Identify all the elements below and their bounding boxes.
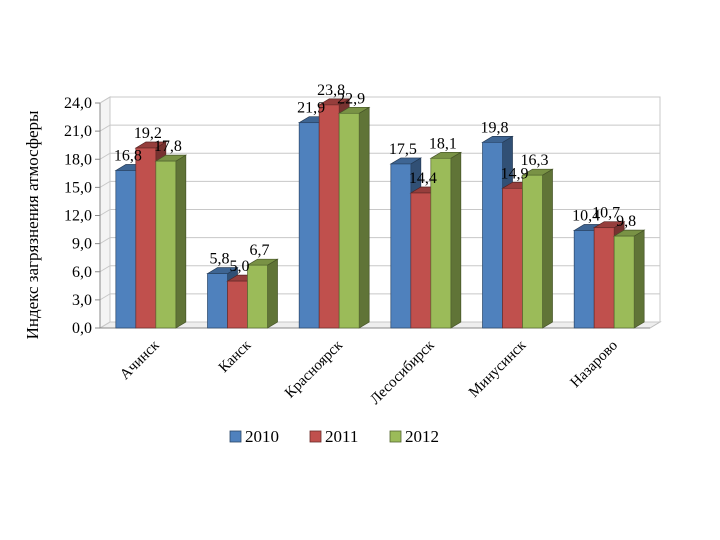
legend-label: 2011 — [325, 427, 358, 446]
bar-side-face — [358, 106, 370, 329]
category-label: Ачинск — [117, 337, 163, 383]
bars — [114, 98, 646, 329]
bar-front-face — [593, 227, 615, 329]
category-label: Минусинск — [466, 337, 530, 401]
y-tick-label: 6,0 — [72, 264, 92, 281]
bar-front-face — [207, 273, 228, 329]
data-labels: 16,8 19,217,8 5,8 5,06,7 21,923,822,9 17,5 14,… — [114, 82, 636, 275]
bar-front-face — [338, 112, 360, 329]
y-tick-label: 0,0 — [72, 320, 92, 337]
data-label: 14,9 — [501, 165, 529, 182]
bar-front-face — [247, 264, 268, 329]
bar-front-face — [502, 187, 523, 329]
category-labels: Ачинск Канск Красноярск Лесосибирск Минусинс… — [117, 337, 621, 408]
data-label: 9,8 — [616, 213, 636, 230]
bar-2012-Ачинск — [154, 154, 188, 329]
data-label: 17,5 — [389, 141, 417, 158]
gridline — [99, 237, 660, 245]
legend-label: 2012 — [405, 427, 439, 446]
legend-item-2012: 2012 — [389, 427, 439, 446]
legend: 2010 2011 2012 — [229, 427, 439, 446]
data-label: 5,0 — [230, 258, 250, 275]
data-label: 16,8 — [114, 148, 142, 165]
data-label: 16,3 — [521, 152, 549, 169]
y-tick-label: 24,0 — [64, 95, 92, 112]
bar-front-face — [482, 142, 503, 329]
gridline — [99, 180, 660, 188]
data-label: 19,2 — [134, 125, 162, 142]
gridline — [99, 321, 660, 329]
y-tick-label: 9,0 — [72, 236, 92, 253]
data-label: 18,1 — [429, 135, 457, 152]
category-label: Канск — [216, 337, 255, 376]
bar-2012-Назарово — [612, 229, 646, 329]
legend-swatch — [389, 430, 402, 443]
bar-front-face — [318, 104, 340, 329]
legend-swatch — [229, 430, 242, 443]
bar-front-face — [573, 230, 595, 329]
bar-side-face — [267, 258, 278, 329]
y-tick-label: 21,0 — [64, 123, 92, 140]
y-axis-label: Индекс загрязнения атмосферы — [23, 110, 42, 339]
bar-front-face — [135, 147, 157, 329]
data-label: 10,4 — [572, 208, 600, 225]
category-label: Лесосибирск — [367, 337, 438, 408]
bar-front-face — [613, 235, 635, 329]
bar-2012-Минусинск — [521, 168, 554, 329]
bar-front-face — [155, 160, 177, 329]
bar-front-face — [390, 163, 412, 329]
data-label: 6,7 — [250, 242, 270, 259]
data-label: 10,7 — [592, 205, 620, 222]
data-label: 22,9 — [337, 90, 365, 107]
bar-front-face — [227, 280, 248, 329]
axes: 0,0 3,0 6,0 9,0 12,0 15,0 18,0 21,0 24,0 — [64, 95, 650, 337]
bar-side-face — [542, 168, 553, 329]
gridline — [99, 124, 660, 132]
gridline — [99, 209, 660, 216]
bar-side-face — [450, 151, 462, 329]
category-label: Назарово — [568, 338, 621, 391]
bar-front-face — [115, 170, 137, 329]
data-label: 17,8 — [154, 138, 182, 155]
gridline — [99, 293, 660, 301]
bar-2012-Лесосибирск — [429, 151, 463, 329]
legend-label: 2010 — [245, 427, 279, 446]
bar-front-face — [410, 192, 432, 329]
y-tick-label: 18,0 — [64, 151, 92, 168]
data-label: 19,8 — [481, 119, 509, 136]
y-tick-label: 12,0 — [64, 208, 92, 225]
bar-front-face — [298, 122, 320, 329]
bar-2012-Красноярск — [337, 106, 371, 329]
bar-front-face — [522, 174, 543, 329]
data-label: 14,4 — [409, 170, 437, 187]
legend-swatch — [309, 430, 322, 443]
bar-side-face — [175, 154, 187, 329]
y-tick-label: 15,0 — [64, 179, 92, 196]
category-label: Красноярск — [282, 337, 346, 401]
data-label: 23,8 — [317, 82, 345, 99]
gridline — [99, 265, 660, 273]
gridline — [99, 96, 660, 104]
legend-item-2010: 2010 — [229, 427, 279, 446]
data-label: 21,9 — [297, 100, 325, 117]
gridline — [99, 152, 660, 160]
bar-2012-Канск — [246, 258, 279, 329]
data-label: 5,8 — [210, 251, 230, 268]
y-tick-label: 3,0 — [72, 292, 92, 309]
legend-item-2011: 2011 — [309, 427, 358, 446]
bar-front-face — [430, 157, 452, 329]
bar-side-face — [633, 229, 645, 329]
